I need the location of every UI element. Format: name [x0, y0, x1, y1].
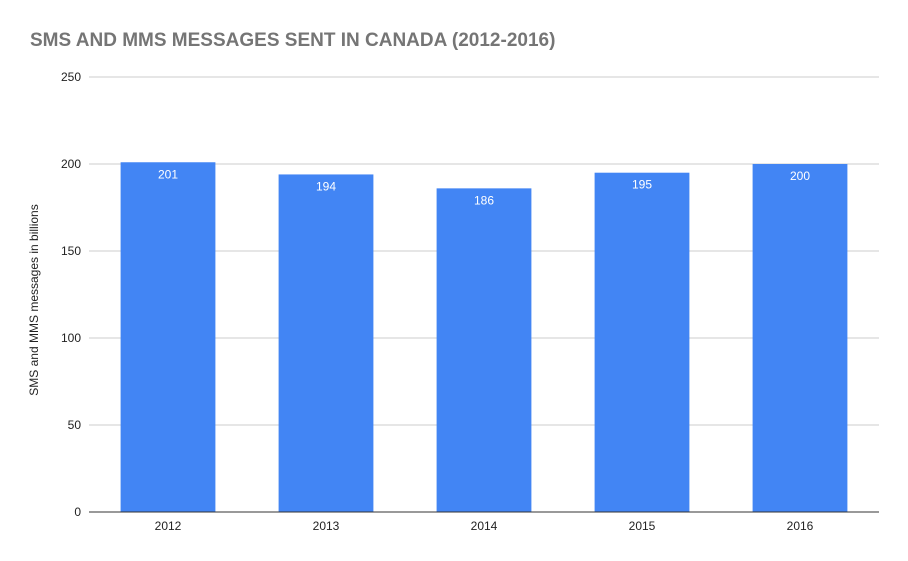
data-label-2015: 195	[632, 178, 652, 192]
bar-2015	[594, 172, 690, 512]
data-label-2012: 201	[158, 167, 178, 181]
data-label-2013: 194	[316, 179, 336, 193]
bar-2012	[120, 162, 216, 512]
x-tick-label-2015: 2015	[629, 519, 656, 533]
x-tick-label-2012: 2012	[155, 519, 182, 533]
data-label-2016: 200	[790, 169, 810, 183]
y-tick-label: 250	[61, 70, 81, 84]
x-tick-label-2013: 2013	[313, 519, 340, 533]
y-tick-label: 50	[68, 418, 82, 432]
y-tick-label: 100	[61, 331, 81, 345]
bar-2013	[278, 174, 374, 512]
x-tick-label-2016: 2016	[787, 519, 814, 533]
y-axis-title: SMS and MMS messages in billions	[27, 204, 41, 395]
x-tick-label-2014: 2014	[471, 519, 498, 533]
labels: 0 50 100 150 200 250 201 2012 194 2013 186 2014 195 2…	[61, 70, 814, 533]
bars	[120, 162, 848, 513]
bar-2016	[752, 164, 848, 512]
y-tick-label: 0	[74, 505, 81, 519]
bar-2014	[436, 188, 532, 513]
y-tick-label: 150	[61, 244, 81, 258]
chart-title: SMS AND MMS MESSAGES SENT IN CANADA (201…	[30, 30, 556, 51]
y-tick-label: 200	[61, 157, 81, 171]
data-label-2014: 186	[474, 193, 494, 207]
